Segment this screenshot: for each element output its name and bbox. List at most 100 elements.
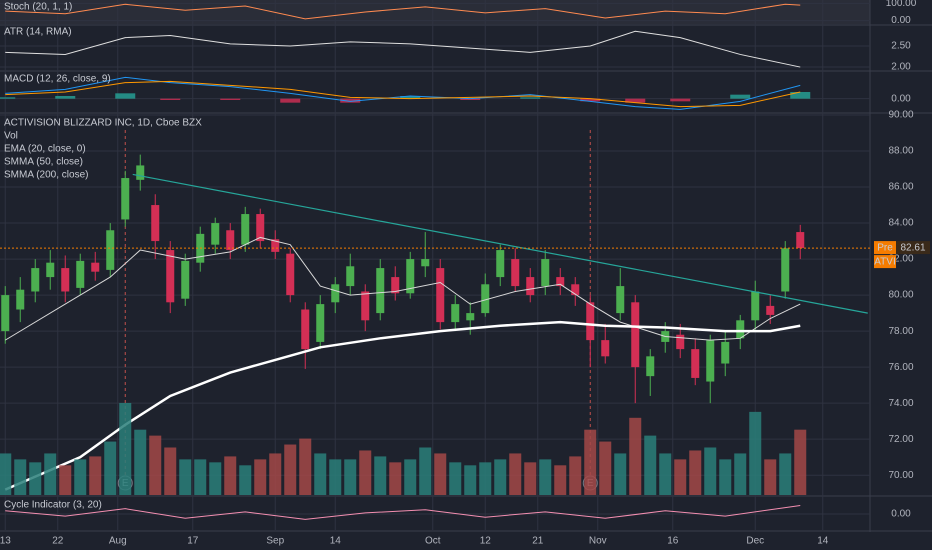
macd-line	[5, 80, 801, 108]
y-tick-label: 70.00	[888, 470, 913, 481]
candle-body	[31, 268, 40, 292]
volume-bar	[329, 459, 342, 495]
legend-entry: SMMA (50, close)	[4, 157, 83, 168]
histogram-bar	[400, 96, 421, 99]
symbol-badge-bg	[874, 255, 896, 269]
price-label: 82.61	[900, 243, 925, 254]
volume-bar	[194, 459, 207, 495]
x-tick-label: 13	[0, 536, 11, 547]
candle-body	[781, 248, 790, 292]
candle-body	[76, 260, 85, 288]
volume-bar	[584, 429, 597, 495]
stoch-pane-bg	[0, 0, 870, 24]
volume-bar	[254, 459, 267, 495]
volume-bar	[74, 459, 87, 495]
indicator-line	[5, 504, 801, 520]
y-tick-label: 76.00	[888, 362, 913, 373]
candle-body	[286, 253, 295, 296]
volume-bar	[794, 429, 807, 495]
volume-bar	[734, 453, 747, 495]
volume-bar	[704, 447, 717, 495]
volume-bar	[0, 453, 12, 495]
candle-body	[571, 284, 580, 296]
histogram-bar	[670, 98, 691, 102]
x-tick-label: Dec	[746, 536, 764, 547]
pane-title: Cycle Indicator (3, 20)	[4, 500, 102, 511]
volume-bar	[464, 465, 477, 495]
x-tick-label: 21	[532, 536, 544, 547]
histogram-bar	[115, 93, 136, 99]
candle-body	[466, 313, 475, 321]
volume-bar	[764, 459, 777, 495]
y-tick-label: 80.00	[888, 290, 913, 301]
volume-bar	[374, 456, 387, 495]
candle-body	[316, 304, 325, 342]
symbol-badge: ATVI	[874, 257, 895, 268]
histogram-bar	[55, 96, 76, 99]
volume-bar	[494, 459, 507, 495]
histogram-bar	[580, 98, 601, 102]
indicator-line	[5, 3, 801, 20]
indicator-line	[4, 320, 801, 491]
candle-body	[646, 356, 655, 377]
volume-bar	[314, 453, 327, 495]
volume-bar	[59, 465, 72, 495]
volume-bar	[89, 456, 102, 495]
candle-body	[796, 232, 805, 249]
candle-body	[301, 309, 310, 350]
x-tick-label: 14	[330, 536, 342, 547]
candle-body	[496, 250, 505, 278]
pane-title: Stoch (20, 1, 1)	[4, 2, 72, 13]
x-tick-label: 22	[52, 536, 64, 547]
candle-body	[1, 295, 10, 332]
candle-body	[706, 340, 715, 382]
candle-body	[436, 268, 445, 323]
price-label-bg	[896, 241, 930, 255]
y-tick-label: 0.00	[891, 93, 911, 104]
candle-body	[601, 340, 610, 357]
volume-bar	[284, 444, 297, 495]
volume-bar	[344, 459, 357, 495]
volume-bar	[644, 435, 657, 495]
candle-body	[556, 277, 565, 287]
candle-body	[211, 223, 220, 245]
candle-body	[586, 302, 595, 341]
x-tick-label: Aug	[109, 536, 127, 547]
candle-body	[526, 277, 535, 296]
candle-body	[241, 214, 250, 245]
volume-bar	[29, 462, 42, 495]
candle-body	[46, 262, 55, 278]
y-tick-label: 74.00	[888, 398, 913, 409]
candle-body	[541, 259, 550, 287]
indicator-line	[4, 236, 801, 341]
volume-bar	[614, 453, 627, 495]
volume-bar	[44, 453, 57, 495]
price-badge-bg	[874, 241, 896, 255]
macd-line	[5, 76, 801, 110]
histogram-bar	[790, 92, 811, 99]
x-tick-label: 16	[667, 536, 679, 547]
volume-bar	[389, 462, 402, 495]
volume-bar	[419, 447, 432, 495]
candle-body	[511, 259, 520, 287]
candle-body	[676, 334, 685, 350]
volume-bar	[554, 465, 567, 495]
x-tick-label: Oct	[425, 536, 441, 547]
price-badge: Pre	[877, 243, 893, 254]
candle-body	[61, 268, 70, 292]
candle-body	[721, 341, 730, 364]
volume-bar	[179, 459, 192, 495]
candle-body	[331, 284, 340, 303]
x-tick-label: 17	[187, 536, 199, 547]
x-tick-label: 14	[817, 536, 829, 547]
volume-bar	[14, 459, 27, 495]
histogram-bar	[730, 94, 751, 99]
volume-bar	[629, 417, 642, 495]
candle-body	[376, 268, 385, 314]
volume-bar	[434, 453, 447, 495]
volume-bar	[149, 435, 162, 495]
indicator-line	[5, 30, 801, 68]
volume-bar	[524, 462, 537, 495]
x-tick-label: Sep	[266, 536, 284, 547]
